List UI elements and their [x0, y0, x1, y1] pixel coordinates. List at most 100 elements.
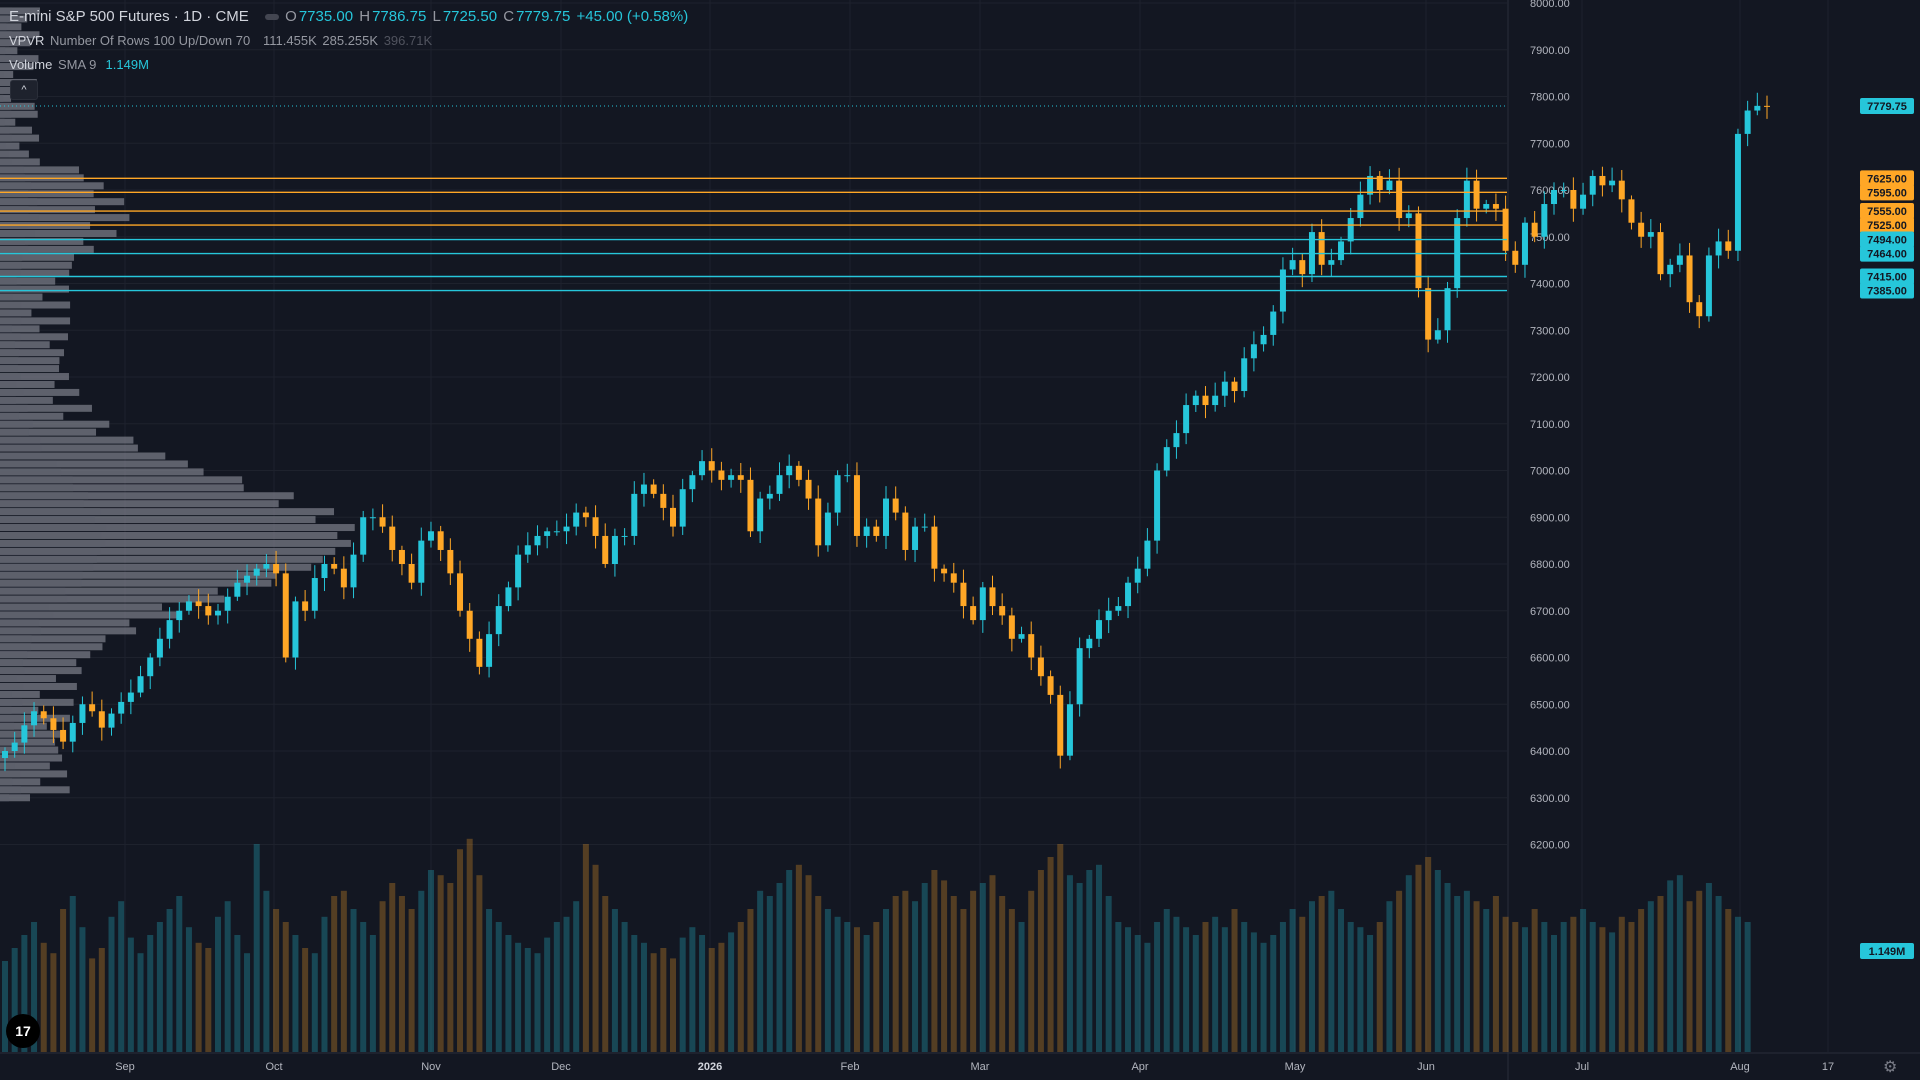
vpvr-bar — [0, 579, 272, 587]
candle-body — [592, 517, 599, 536]
volume-bar — [360, 922, 367, 1052]
candle-body — [1570, 190, 1577, 209]
vpvr-legend[interactable]: VPVR Number Of Rows 100 Up/Down 70 111.4… — [9, 33, 434, 48]
candle-body — [398, 549, 405, 564]
vpvr-bar — [0, 730, 65, 738]
candle-body — [1008, 615, 1015, 639]
vpvr-bar-up — [0, 110, 12, 118]
volume-bar — [805, 875, 812, 1052]
volume-bar — [1473, 901, 1480, 1052]
candle-body — [747, 479, 754, 532]
vpvr-bar-up — [0, 682, 24, 690]
volume-bar — [495, 922, 502, 1052]
x-tick-label: Feb — [841, 1061, 860, 1073]
volume-bar — [844, 922, 851, 1052]
vpvr-bar — [0, 309, 32, 317]
vpvr-bar-up — [0, 357, 18, 365]
volume-legend[interactable]: Volume SMA 9 1.149M — [9, 57, 151, 72]
vpvr-bar — [0, 71, 14, 79]
vpvr-bar — [0, 63, 34, 71]
volume-bar — [708, 948, 715, 1052]
volume-bar — [1212, 916, 1219, 1052]
volume-bar — [1570, 916, 1577, 1052]
volume-bar — [389, 883, 396, 1052]
y-tick-label: 6800.00 — [1530, 559, 1570, 571]
candle-body — [553, 531, 560, 533]
volume-bar — [747, 909, 754, 1052]
candle-body — [224, 596, 231, 611]
vpvr-bar-up — [0, 206, 29, 214]
vpvr-name[interactable]: VPVR — [9, 33, 45, 48]
volume-bar — [1173, 916, 1180, 1052]
candle-body — [253, 568, 260, 576]
candle-body — [1686, 255, 1693, 303]
volume-bar — [1512, 922, 1519, 1052]
level-label: 7415.00 — [1867, 271, 1907, 283]
vpvr-bar-up — [0, 166, 24, 174]
y-tick-label: 7300.00 — [1530, 325, 1570, 337]
vpvr-bar — [0, 754, 63, 762]
candle-body — [1144, 540, 1151, 569]
y-tick-label: 7200.00 — [1530, 372, 1570, 384]
candle-body — [176, 610, 183, 621]
volume-bar — [166, 909, 173, 1052]
vpvr-bar-up — [0, 555, 97, 563]
low-value: 7725.50 — [442, 8, 498, 25]
level-tag — [1860, 217, 1914, 234]
candle-body — [495, 606, 502, 635]
symbol-title[interactable]: E-mini S&P 500 Futures · 1D · CME — [9, 8, 249, 25]
volume-bar — [1192, 935, 1199, 1052]
volume-bar — [118, 901, 125, 1052]
vpvr-bar — [0, 468, 204, 476]
legend-toggle-dot[interactable] — [264, 14, 279, 21]
volume-bar — [1144, 942, 1151, 1052]
volume-bar — [989, 875, 996, 1052]
symbol-legend[interactable]: E-mini S&P 500 Futures · 1D · CME O 7735.… — [9, 8, 690, 25]
volume-bar — [185, 927, 192, 1052]
vpvr-bar-up — [0, 635, 32, 643]
candle-body — [1657, 232, 1664, 275]
volume-bar — [650, 953, 657, 1052]
vpvr-bar — [0, 142, 20, 150]
volume-bar — [1696, 890, 1703, 1052]
vpvr-bar-up — [0, 524, 107, 532]
volume-bar — [447, 883, 454, 1052]
volume-bar — [1405, 875, 1412, 1052]
candle-body — [1483, 204, 1490, 209]
volume-bar — [1076, 883, 1083, 1052]
tradingview-logo-icon[interactable]: 17 — [6, 1014, 40, 1048]
volume-bar — [1492, 896, 1499, 1052]
volume-bar — [1386, 901, 1393, 1052]
vpvr-bar-up — [0, 31, 12, 39]
candle-body — [1725, 241, 1732, 251]
candle-body — [1212, 395, 1219, 406]
volume-name[interactable]: Volume — [9, 57, 53, 72]
candle-body — [1221, 381, 1228, 396]
vpvr-bar-up — [0, 39, 10, 47]
volume-bar — [1318, 896, 1325, 1052]
vpvr-bar — [0, 682, 77, 690]
volume-bar — [611, 909, 618, 1052]
vpvr-bar — [0, 190, 94, 198]
volume-bar — [1531, 909, 1538, 1052]
candle-body — [534, 535, 541, 546]
vpvr-bar-up — [0, 269, 21, 277]
candle-body — [999, 606, 1006, 616]
y-tick-label: 7400.00 — [1530, 279, 1570, 291]
volume-bar — [524, 948, 531, 1052]
candle-body — [602, 535, 609, 564]
vpvr-bar-up — [0, 690, 12, 698]
candle-body — [1589, 175, 1596, 195]
volume-bar — [1628, 922, 1635, 1052]
vpvr-bar-up — [0, 373, 21, 381]
volume-bar — [1221, 927, 1228, 1052]
volume-bar — [689, 927, 696, 1052]
vpvr-bar-up — [0, 63, 11, 71]
vpvr-bar — [0, 595, 225, 603]
gear-icon[interactable]: ⚙ — [1883, 1059, 1898, 1076]
candle-body — [1250, 344, 1257, 359]
volume-bar — [60, 909, 67, 1052]
collapse-legend-button[interactable]: ^ — [10, 80, 38, 100]
vpvr-bar-up — [0, 71, 4, 79]
